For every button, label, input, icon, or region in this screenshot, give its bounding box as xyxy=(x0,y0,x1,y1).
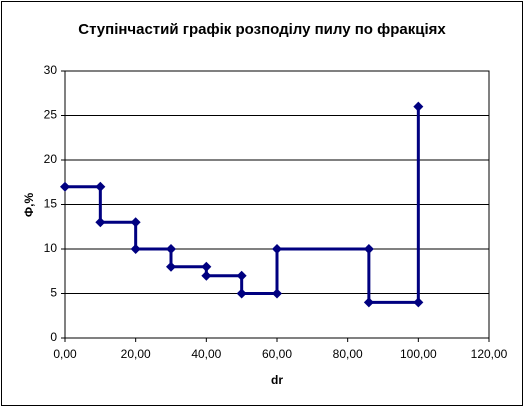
data-point xyxy=(272,288,282,299)
data-point xyxy=(60,181,70,192)
data-point xyxy=(363,297,374,308)
data-point xyxy=(236,288,247,299)
data-point xyxy=(130,244,141,254)
chart-title: Ступінчастий графік розподілу пилу по фр… xyxy=(78,21,446,38)
x-tick-label: 80,00 xyxy=(333,347,363,361)
data-point xyxy=(201,261,212,272)
data-point xyxy=(236,270,247,281)
y-tick-label: 0 xyxy=(50,330,57,344)
data-point xyxy=(413,101,424,112)
x-tick-label: 120,00 xyxy=(471,347,508,361)
x-tick-label: 40,00 xyxy=(191,347,221,361)
data-point xyxy=(95,217,106,228)
y-tick-label: 25 xyxy=(44,108,58,122)
data-point xyxy=(201,270,212,281)
y-tick-label: 10 xyxy=(44,241,58,255)
data-point xyxy=(166,244,176,254)
x-tick-label: 20,00 xyxy=(121,347,151,361)
y-tick-label: 20 xyxy=(44,152,58,166)
y-tick-label: 5 xyxy=(50,286,57,300)
x-tick-label: 60,00 xyxy=(262,347,292,361)
chart-border xyxy=(1,1,523,406)
data-point xyxy=(413,297,424,308)
x-tick-label: 100,00 xyxy=(400,347,437,361)
y-tick-label: 30 xyxy=(44,63,58,77)
x-axis-label: dr xyxy=(271,373,283,387)
data-point xyxy=(166,261,176,272)
data-point xyxy=(95,181,106,192)
plot-border xyxy=(64,70,490,339)
data-point xyxy=(272,244,282,254)
y-tick-label: 15 xyxy=(44,197,58,211)
y-axis-label: Ф,% xyxy=(22,193,36,218)
x-tick-label: 0,00 xyxy=(53,347,77,361)
data-point xyxy=(130,217,141,228)
data-point xyxy=(363,244,374,254)
